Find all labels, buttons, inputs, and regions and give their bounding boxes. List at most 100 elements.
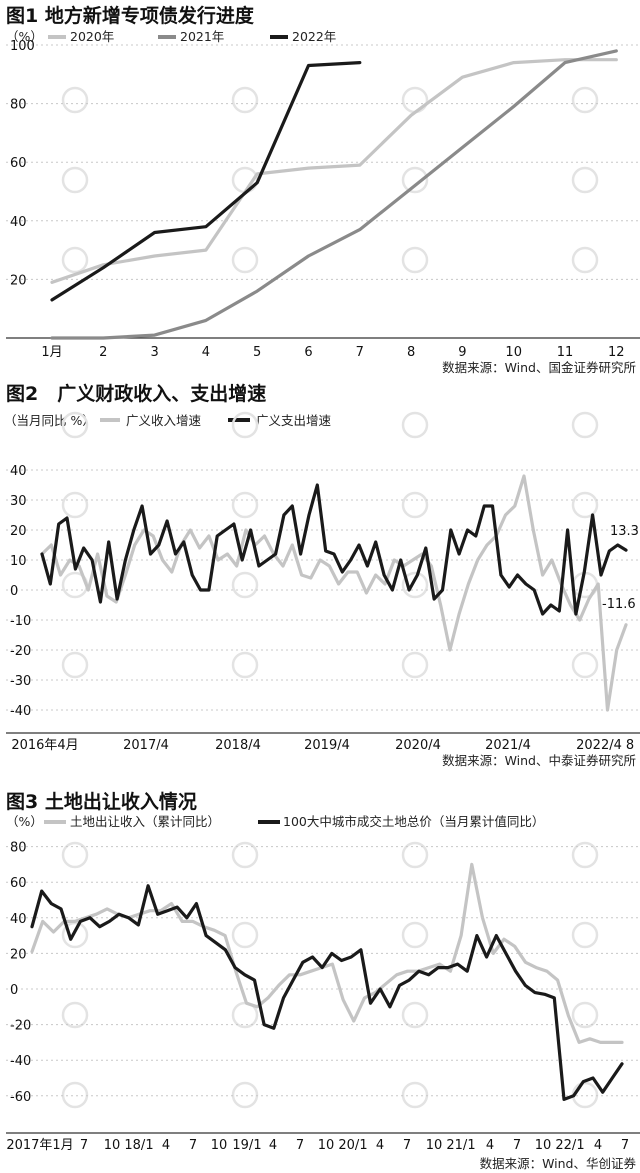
chart-2-x-tick: 2020/4 [395,738,441,753]
chart-1-x-tick: 11 [557,345,574,360]
watermark-logo-icon [231,651,259,679]
chart-1-title: 图1 地方新增专项债发行进度 [6,4,255,27]
chart-3-x-tick: 7 [621,1138,629,1153]
chart-2-x-tick: 2021/4 [485,738,531,753]
chart-3-x-tick: 7 [403,1138,411,1153]
watermark-logo-icon [61,921,89,949]
watermark-logo-icon [571,1001,599,1029]
chart-2-y-tick: -30 [10,674,31,689]
chart-3-x-tick: 7 [80,1138,88,1153]
chart-1-x-tick: 2 [99,345,107,360]
chart-1-y-tick: 40 [10,215,27,230]
chart-1-x-tick: 3 [150,345,158,360]
chart-1-legend-2022: 2022年 [292,29,336,44]
chart-3-x-tick: 10 [104,1138,121,1153]
chart-3-x-tick: 7 [513,1138,521,1153]
chart-1-y-tick: 100 [10,39,35,54]
chart-3-x-tick: 10 [211,1138,228,1153]
watermark-logo-icon [61,86,89,114]
chart-3-x-tick: 10 [535,1138,552,1153]
chart-2-x-tick: 2017/4 [123,738,169,753]
watermark-logo-icon [401,1001,429,1029]
chart-3-y-tick: 20 [10,947,27,962]
watermark-logo-icon [571,491,599,519]
chart-1-y-tick: 60 [10,156,27,171]
chart-2-y-tick: -20 [10,644,31,659]
chart-3-x-tick: 10 [426,1138,443,1153]
chart-3-x-tick: 20/1 [338,1138,367,1153]
watermark-logo-icon [401,571,429,599]
chart-3-x-tick: 4 [486,1138,494,1153]
chart-2-x-tick: 8 [626,738,634,753]
chart-3-y-tick: -20 [10,1019,31,1034]
watermark-logo-icon [61,841,89,869]
chart-3-x-tick: 2017年1月 [6,1138,73,1153]
watermark-logo-icon [231,841,259,869]
chart-3-x-tick: 21/1 [446,1138,475,1153]
watermark-logo-icon [61,1081,89,1109]
watermark-logo-icon [401,246,429,274]
chart-1-unit-label: （%） [6,29,43,44]
chart-2-y-tick: 0 [10,584,18,599]
chart-3-y-tick: 60 [10,876,27,891]
chart-2-title: 图2 广义财政收入、支出增速 [6,382,266,405]
watermark-logo-icon [571,841,599,869]
chart-2-annotation-income: -11.6 [602,597,636,612]
watermark-logo-icon [61,166,89,194]
chart-3-x-tick: 22/1 [555,1138,584,1153]
chart-3-unit-label: （%） [6,814,43,829]
chart-3-x-tick: 7 [189,1138,197,1153]
chart-2-x-tick: 2018/4 [215,738,261,753]
watermark-logo-icon [571,86,599,114]
watermark-logo-icon [401,1081,429,1109]
chart-3-x-tick: 19/1 [232,1138,261,1153]
watermark-logo-icon [401,651,429,679]
chart-3-y-tick: 0 [10,983,18,998]
watermark-logo-icon [401,411,429,439]
chart-3-x-tick: 4 [376,1138,384,1153]
chart-1-series-line-1 [50,49,618,340]
watermark-logo-icon [61,651,89,679]
chart-3-legend-city: 100大中城市成交土地总价（当月累计值同比） [283,814,544,829]
chart-1-y-tick: 80 [10,98,27,113]
watermark-logo-icon [571,246,599,274]
watermark-pattern [61,841,599,1109]
chart-3-series-line-1 [30,884,624,1101]
chart-2-y-tick: -10 [10,614,31,629]
chart-2-source: 数据来源：Wind、中泰证券研究所 [442,753,636,768]
watermark-logo-icon [61,411,89,439]
chart-2-y-tick: 30 [10,494,27,509]
chart-1-x-tick: 12 [608,345,625,360]
chart-2: 图2 广义财政收入、支出增速 （当月同比 %） 广义收入增速 广义支出增速 40… [4,382,640,768]
watermark-logo-icon [231,921,259,949]
chart-3: 图3 土地出让收入情况 （%） 土地出让收入（累计同比） 100大中城市成交土地… [6,790,640,1171]
chart-2-x-tick: 2022/4 [576,738,622,753]
chart-1-x-tick: 4 [202,345,210,360]
chart-1-source: 数据来源：Wind、国金证券研究所 [442,360,636,375]
watermark-logo-icon [231,246,259,274]
chart-2-annotation-expense: 13.3 [610,524,639,539]
chart-2-series-line-1 [40,483,628,616]
chart-3-x-tick: 4 [269,1138,277,1153]
watermark-logo-icon [401,86,429,114]
chart-3-source: 数据来源：Wind、华创证券 [480,1156,637,1171]
chart-1-series-line-2 [50,61,362,302]
chart-1-legend-2020: 2020年 [70,29,114,44]
chart-1-y-tick: 20 [10,273,27,288]
chart-1-x-tick: 6 [304,345,312,360]
watermark-logo-icon [571,411,599,439]
chart-3-x-tick: 4 [594,1138,602,1153]
watermark-pattern [61,411,599,679]
chart-2-unit-label: （当月同比 %） [4,413,95,428]
watermark-logo-icon [401,841,429,869]
chart-3-y-tick: -40 [10,1054,31,1069]
chart-1-series-line-0 [50,58,618,284]
chart-1-x-tick: 8 [407,345,415,360]
chart-1-legend-2021: 2021年 [180,29,224,44]
watermark-logo-icon [571,166,599,194]
chart-1-x-tick: 1月 [41,345,62,360]
watermark-logo-icon [231,86,259,114]
chart-2-legend-expense: 广义支出增速 [256,413,332,428]
watermark-logo-icon [231,411,259,439]
